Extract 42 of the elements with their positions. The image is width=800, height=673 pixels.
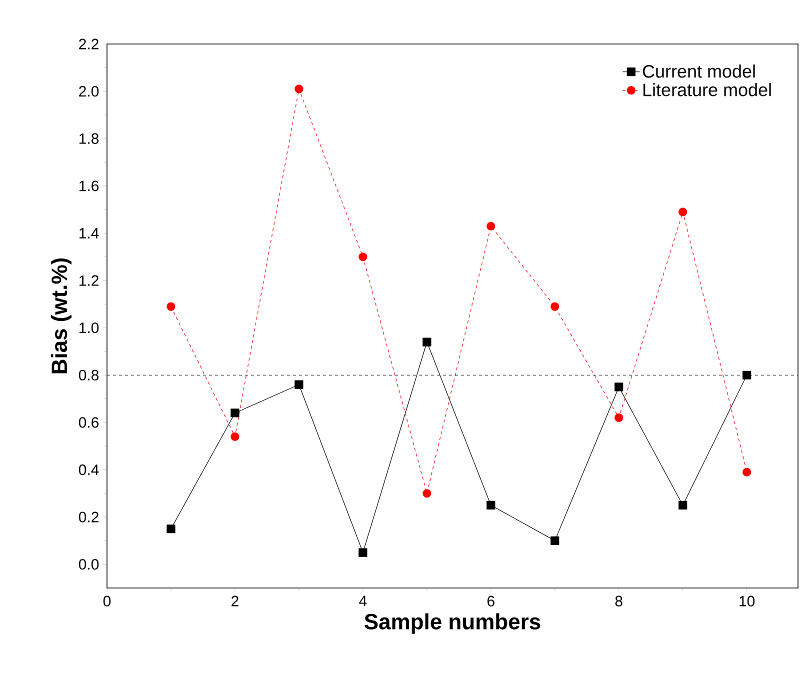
y-tick-label: 2.2 bbox=[79, 38, 98, 50]
point bbox=[614, 413, 624, 422]
y-tick-label: 0.8 bbox=[78, 370, 99, 380]
point bbox=[614, 382, 624, 392]
point bbox=[358, 548, 368, 557]
y-tick-label: 0.0 bbox=[78, 559, 99, 570]
point bbox=[678, 208, 688, 216]
point bbox=[358, 252, 368, 262]
x-tick-label: 6 bbox=[487, 596, 494, 606]
y-tick-label: 0.4 bbox=[78, 464, 99, 476]
legend-label: Current model bbox=[642, 64, 755, 78]
point bbox=[230, 432, 240, 441]
point bbox=[422, 338, 432, 346]
point bbox=[486, 222, 496, 230]
point bbox=[742, 468, 752, 476]
x-tick-label: 10 bbox=[740, 596, 755, 606]
point bbox=[166, 524, 176, 534]
legend-label: Literature model bbox=[643, 83, 771, 96]
point bbox=[550, 302, 560, 311]
point bbox=[486, 500, 496, 510]
y-tick-label: 1.8 bbox=[79, 133, 99, 144]
point bbox=[230, 408, 240, 418]
y-tick-label: 1.0 bbox=[79, 322, 99, 334]
point bbox=[742, 370, 752, 380]
point bbox=[294, 380, 304, 389]
x-axis-title: Sample numbers bbox=[364, 613, 540, 634]
point bbox=[294, 84, 304, 94]
y-tick-label: 0.2 bbox=[78, 512, 98, 522]
x-tick-label: 4 bbox=[359, 596, 367, 606]
point bbox=[166, 302, 176, 311]
y-axis-title: Bias (wt.%) bbox=[50, 258, 72, 374]
y-tick-label: 1.6 bbox=[79, 180, 99, 192]
point bbox=[678, 500, 688, 510]
y-tick-label: 2.0 bbox=[79, 86, 99, 97]
y-tick-label: 1.4 bbox=[79, 228, 99, 238]
y-tick-label: 1.2 bbox=[79, 275, 98, 286]
point bbox=[550, 536, 560, 545]
x-tick-label: 8 bbox=[615, 596, 622, 606]
point bbox=[422, 489, 432, 498]
y-tick-label: 0.6 bbox=[78, 417, 99, 428]
x-tick-label: 2 bbox=[232, 596, 238, 606]
x-tick-label: 0 bbox=[103, 596, 111, 606]
